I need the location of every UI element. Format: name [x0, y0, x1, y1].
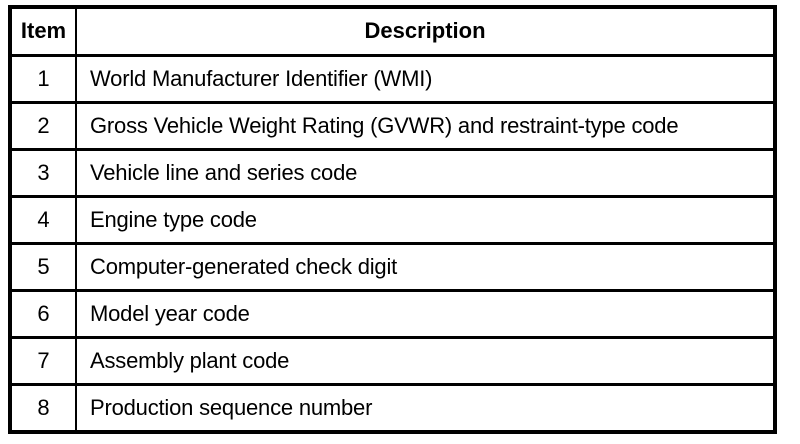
table-row: 7 Assembly plant code [9, 336, 776, 387]
description-cell: Vehicle line and series code [75, 147, 776, 198]
item-cell: 7 [9, 336, 77, 387]
description-column-header: Description [75, 5, 776, 57]
table-row: 8 Production sequence number [9, 383, 776, 434]
description-cell: Assembly plant code [75, 336, 776, 387]
description-cell: Production sequence number [75, 383, 776, 434]
item-cell: 2 [9, 100, 77, 151]
table-row: 3 Vehicle line and series code [9, 147, 776, 198]
item-cell: 1 [9, 53, 77, 104]
description-cell: Engine type code [75, 194, 776, 246]
table-row: 4 Engine type code [9, 194, 776, 246]
item-cell: 3 [9, 147, 77, 198]
item-cell: 4 [9, 194, 77, 246]
item-cell: 6 [9, 289, 77, 340]
item-cell: 5 [9, 241, 77, 293]
item-column-header: Item [9, 5, 77, 57]
table-row: 2 Gross Vehicle Weight Rating (GVWR) and… [9, 100, 776, 151]
header-row: Item Description [9, 5, 776, 57]
table-row: 6 Model year code [9, 289, 776, 340]
description-cell: Model year code [75, 289, 776, 340]
table-row: 1 World Manufacturer Identifier (WMI) [9, 53, 776, 104]
item-cell: 8 [9, 383, 77, 434]
table-header-row: Item Description [9, 5, 776, 57]
description-cell: World Manufacturer Identifier (WMI) [75, 53, 776, 104]
vin-item-description-table: Item Description 1 World Manufacturer Id… [8, 5, 777, 434]
table-row: 5 Computer-generated check digit [9, 241, 776, 293]
description-cell: Computer-generated check digit [75, 241, 776, 293]
description-cell: Gross Vehicle Weight Rating (GVWR) and r… [75, 100, 776, 151]
